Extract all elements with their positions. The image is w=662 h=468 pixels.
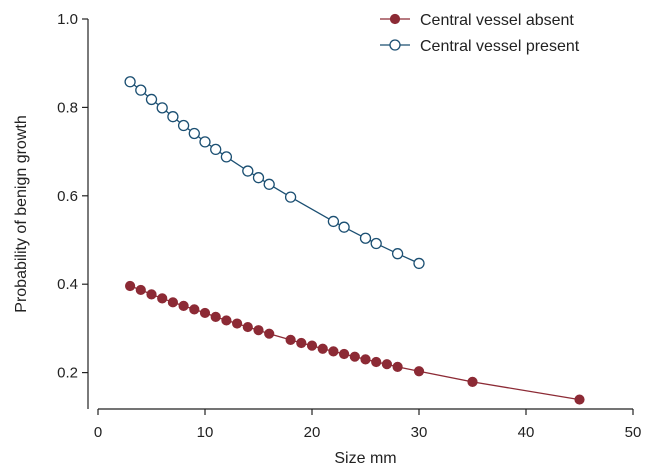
series-layer [124, 76, 585, 405]
data-point [285, 334, 296, 345]
data-point [253, 325, 264, 336]
data-point [339, 348, 350, 360]
data-point [156, 102, 168, 114]
y-tick-label: 0.8 [57, 99, 78, 116]
series-line [129, 285, 580, 401]
legend-label: Central vessel present [420, 38, 580, 55]
data-point [167, 297, 178, 308]
data-point [391, 248, 404, 260]
series-1 [125, 280, 585, 405]
data-point [145, 93, 158, 106]
legend-item: Central vessel present [380, 38, 580, 55]
data-point [371, 356, 382, 368]
data-point [359, 232, 372, 244]
data-point [263, 178, 275, 190]
data-point [392, 361, 403, 372]
data-point [125, 280, 136, 292]
data-point [157, 293, 168, 304]
legend-marker [389, 39, 401, 51]
data-point [177, 119, 190, 132]
y-tick-label: 0.4 [57, 276, 78, 293]
data-point [242, 165, 254, 177]
data-point [370, 237, 382, 250]
series-line [129, 81, 420, 264]
data-point [146, 289, 157, 300]
legend-label: Central vessel absent [420, 12, 574, 29]
data-point [124, 76, 136, 88]
legend-item: Central vessel absent [380, 12, 574, 29]
data-point [135, 284, 146, 296]
data-point [210, 311, 221, 323]
data-point [327, 215, 340, 228]
data-point [413, 366, 425, 377]
data-point [188, 127, 200, 140]
data-point [178, 300, 189, 311]
x-tick-label: 40 [518, 424, 535, 441]
axes: 0.2 0.4 0.6 0.8 1.0 0 10 20 30 40 50 [57, 11, 641, 441]
data-point [135, 84, 147, 96]
legend: Central vessel absent Central vessel pres… [380, 12, 580, 55]
x-axis-title: Size mm [334, 450, 396, 467]
y-tick-label: 0.2 [57, 365, 78, 382]
data-point [210, 143, 222, 156]
series-2 [124, 76, 425, 270]
data-point [199, 136, 211, 148]
data-point [360, 354, 371, 365]
data-point [167, 111, 179, 123]
data-point [574, 394, 585, 405]
data-point [328, 346, 339, 357]
y-tick-label: 0.6 [57, 188, 78, 205]
x-tick-label: 10 [197, 424, 214, 441]
data-point [338, 221, 350, 233]
data-point [284, 191, 297, 203]
y-axis-title: Probability of benign growth [13, 115, 30, 312]
data-point [306, 340, 318, 351]
data-point [189, 304, 200, 315]
x-tick-label: 50 [625, 424, 642, 441]
x-tick-label: 30 [411, 424, 428, 441]
data-point [252, 172, 265, 184]
data-point [296, 337, 307, 349]
data-point [221, 315, 232, 326]
data-point [199, 307, 211, 319]
data-point [349, 351, 360, 362]
data-point [317, 343, 328, 354]
x-tick-label: 20 [304, 424, 321, 441]
data-point [413, 257, 425, 270]
data-point [232, 318, 243, 329]
data-point [220, 151, 233, 163]
x-tick-label: 0 [94, 424, 102, 441]
data-point [467, 376, 478, 387]
data-point [381, 359, 392, 370]
data-point [264, 328, 275, 339]
legend-marker [389, 13, 401, 25]
data-point [242, 321, 253, 333]
y-tick-label: 1.0 [57, 11, 78, 28]
